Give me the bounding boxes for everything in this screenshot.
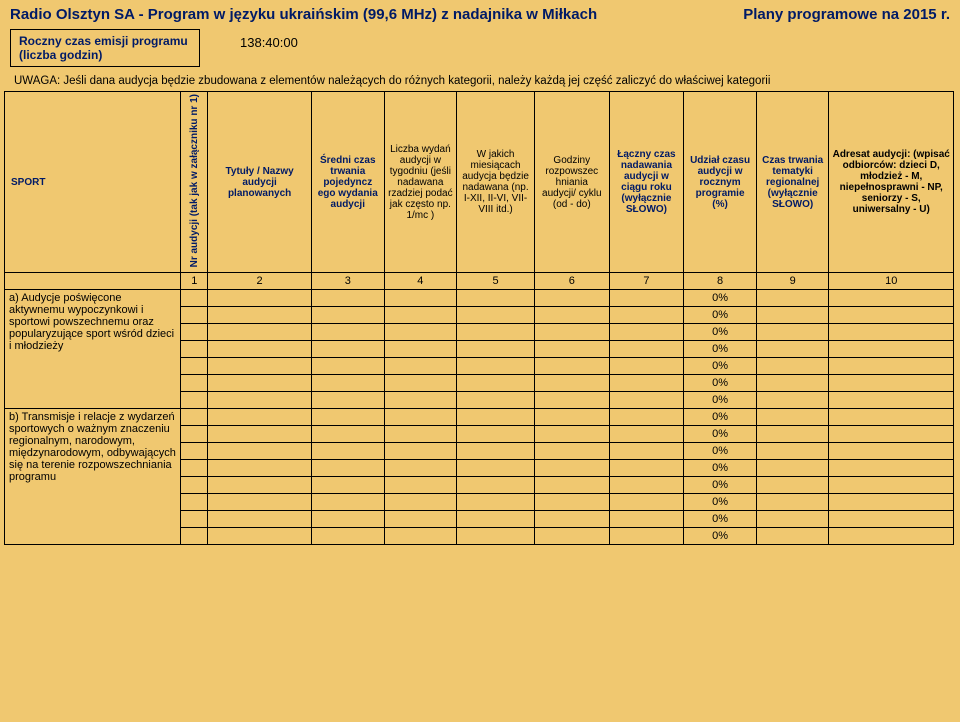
col-audience: Adresat audycji: (wpisać odbiorców: dzie…: [829, 92, 954, 273]
num-1: 1: [181, 273, 208, 290]
col-nr: Nr audycji (tak jak w załączniku nr 1): [181, 92, 208, 273]
meta-row: Roczny czas emisji programu (liczba godz…: [0, 27, 960, 69]
col-regional: Czas trwania tematyki regionalnej (wyłąc…: [756, 92, 829, 273]
pct-cell: 0%: [684, 528, 757, 545]
pct-cell: 0%: [684, 324, 757, 341]
num-2: 2: [208, 273, 312, 290]
pct-cell: 0%: [684, 375, 757, 392]
col-titles: Tytuły / Nazwy audycji planowanych: [208, 92, 312, 273]
col-total-time: Łączny czas nadawania audycji w ciągu ro…: [609, 92, 684, 273]
col-weekly: Liczba wydań audycji w tygodniu (jeśli n…: [384, 92, 457, 273]
table-row: b) Transmisje i relacje z wydarzeń sport…: [5, 409, 954, 426]
number-row: 1 2 3 4 5 6 7 8 9 10: [5, 273, 954, 290]
col-hours: Godziny rozpowszec hniania audycji/ cykl…: [534, 92, 609, 273]
pct-cell: 0%: [684, 443, 757, 460]
program-table: SPORT Nr audycji (tak jak w załączniku n…: [4, 91, 954, 545]
page-root: Radio Olsztyn SA - Program w języku ukra…: [0, 0, 960, 722]
col-section: SPORT: [5, 92, 181, 273]
warning-text: UWAGA: Jeśli dana audycja będzie zbudowa…: [0, 69, 960, 91]
emission-value: 138:40:00: [240, 29, 298, 50]
num-3: 3: [311, 273, 384, 290]
num-blank: [5, 273, 181, 290]
table-body: a) Audycje poświęcone aktywnemu wypoczyn…: [5, 290, 954, 545]
col-months: W jakich miesiącach audycja będzie nadaw…: [457, 92, 535, 273]
pct-cell: 0%: [684, 426, 757, 443]
pct-cell: 0%: [684, 307, 757, 324]
num-6: 6: [534, 273, 609, 290]
pct-cell: 0%: [684, 494, 757, 511]
num-9: 9: [756, 273, 829, 290]
pct-cell: 0%: [684, 511, 757, 528]
header-row: SPORT Nr audycji (tak jak w załączniku n…: [5, 92, 954, 273]
emission-label-2: (liczba godzin): [19, 48, 191, 62]
col-share: Udział czasu audycji w rocznym programie…: [684, 92, 757, 273]
table-row: a) Audycje poświęcone aktywnemu wypoczyn…: [5, 290, 954, 307]
num-4: 4: [384, 273, 457, 290]
num-5: 5: [457, 273, 535, 290]
emission-time-box: Roczny czas emisji programu (liczba godz…: [10, 29, 200, 67]
pct-cell: 0%: [684, 460, 757, 477]
row-b-label: b) Transmisje i relacje z wydarzeń sport…: [5, 409, 181, 545]
num-8: 8: [684, 273, 757, 290]
pct-cell: 0%: [684, 477, 757, 494]
pct-cell: 0%: [684, 392, 757, 409]
title-right: Plany programowe na 2015 r.: [743, 6, 950, 23]
col-avg-time: Średni czas trwania pojedyncz ego wydani…: [311, 92, 384, 273]
pct-cell: 0%: [684, 358, 757, 375]
pct-cell: 0%: [684, 409, 757, 426]
emission-label-1: Roczny czas emisji programu: [19, 34, 191, 48]
pct-cell: 0%: [684, 341, 757, 358]
num-7: 7: [609, 273, 684, 290]
row-a-label: a) Audycje poświęcone aktywnemu wypoczyn…: [5, 290, 181, 409]
pct-cell: 0%: [684, 290, 757, 307]
title-bar: Radio Olsztyn SA - Program w języku ukra…: [0, 0, 960, 27]
num-10: 10: [829, 273, 954, 290]
title-left: Radio Olsztyn SA - Program w języku ukra…: [10, 6, 597, 23]
